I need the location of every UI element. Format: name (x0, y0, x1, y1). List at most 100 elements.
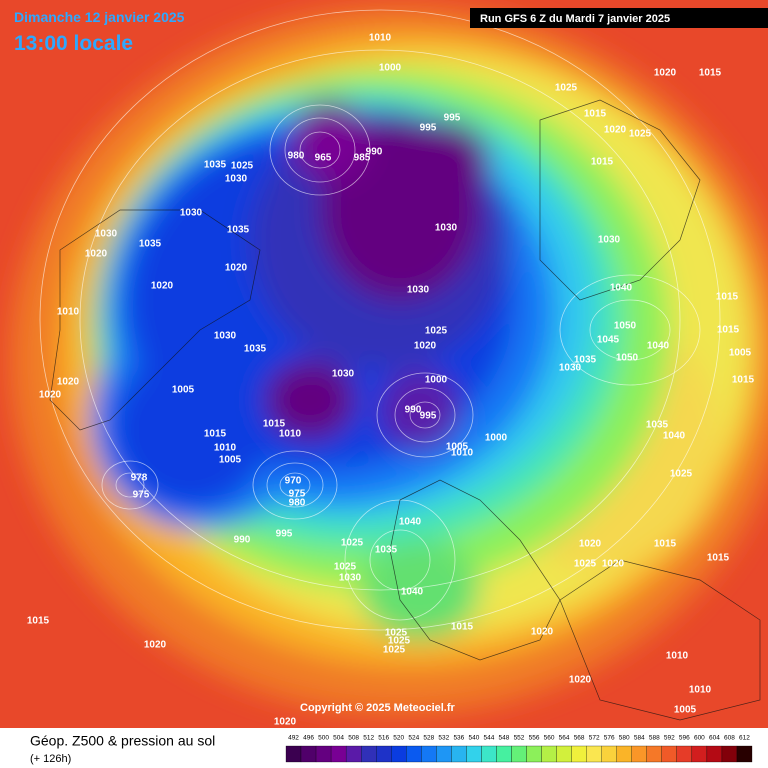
pressure-label: 1030 (339, 573, 362, 584)
run-info: Run GFS 6 Z du Mardi 7 janvier 2025 (480, 13, 670, 25)
colorbar-swatch (451, 745, 467, 763)
pressure-label: 1025 (383, 645, 406, 656)
pressure-label: 1035 (375, 545, 398, 556)
colorbar-swatch (511, 745, 527, 763)
colorbar-label: 552 (514, 735, 525, 742)
pressure-label: 1005 (674, 705, 697, 716)
colorbar-label: 608 (724, 735, 735, 742)
colorbar-label: 508 (348, 735, 359, 742)
pressure-label: 980 (288, 151, 305, 162)
pressure-label: 1040 (399, 517, 422, 528)
pressure-label: 1020 (151, 281, 174, 292)
pressure-label: 1025 (425, 326, 448, 337)
pressure-label: 1025 (341, 538, 364, 549)
colorbar-label: 600 (694, 735, 705, 742)
colorbar-label: 528 (423, 735, 434, 742)
pressure-label: 985 (354, 153, 371, 164)
pressure-label: 1030 (598, 235, 621, 246)
pressure-label: 990 (366, 147, 383, 158)
colorbar-label: 492 (288, 735, 299, 742)
pressure-label: 1045 (597, 335, 620, 346)
colorbar-label: 548 (499, 735, 510, 742)
pressure-label: 1025 (385, 628, 408, 639)
pressure-label: 995 (444, 113, 461, 124)
pressure-label: 1040 (647, 341, 670, 352)
pressure-label: 1040 (663, 431, 686, 442)
colorbar-label: 540 (468, 735, 479, 742)
pressure-label: 1010 (689, 685, 712, 696)
colorbar-swatch (526, 745, 542, 763)
colorbar-swatch (601, 745, 617, 763)
pressure-label: 980 (289, 498, 306, 509)
pressure-label: 1030 (332, 369, 355, 380)
pressure-label: 1030 (214, 331, 237, 342)
pressure-label: 1020 (274, 717, 297, 728)
colorbar-swatch (436, 745, 452, 763)
colorbar-label: 604 (709, 735, 720, 742)
pressure-label: 1025 (334, 562, 357, 573)
pressure-label: 1050 (616, 353, 639, 364)
pressure-label: 1035 (646, 420, 669, 431)
pressure-label: 995 (420, 123, 437, 134)
pressure-label: 1020 (39, 390, 62, 401)
pressure-label: 1005 (729, 348, 752, 359)
pressure-label: 970 (285, 476, 302, 487)
pressure-label: 995 (276, 529, 293, 540)
colorbar-label: 612 (739, 735, 750, 742)
colorbar-swatch (661, 745, 677, 763)
copyright: Copyright © 2025 Meteociel.fr (300, 702, 456, 714)
colorbar-swatch (496, 745, 512, 763)
pressure-label: 1005 (446, 442, 469, 453)
pressure-label: 1025 (574, 559, 597, 570)
colorbar-label: 588 (649, 735, 660, 742)
pressure-label: 1010 (214, 443, 237, 454)
pressure-label: 1005 (172, 385, 195, 396)
colorbar-swatch (391, 745, 407, 763)
pressure-label: 1015 (716, 292, 739, 303)
pressure-label: 1025 (388, 636, 411, 647)
pressure-label: 1020 (531, 627, 554, 638)
pressure-label: 1015 (707, 553, 730, 564)
colorbar-swatch (285, 745, 302, 763)
colorbar-label: 504 (333, 735, 344, 742)
pressure-label: 1040 (401, 587, 424, 598)
colorbar-swatch (421, 745, 437, 763)
colorbar-label: 496 (303, 735, 314, 742)
pressure-label: 1020 (602, 559, 625, 570)
footer: Géop. Z500 & pression au sol (+ 126h) 49… (30, 733, 753, 765)
colorbar-swatch (541, 745, 557, 763)
footer-lead: (+ 126h) (30, 753, 71, 765)
pressure-label: 1020 (654, 68, 677, 79)
pressure-label: 1050 (614, 321, 637, 332)
colorbar-swatch (706, 745, 723, 763)
colorbar-swatch (376, 745, 392, 763)
pressure-label: 1010 (369, 33, 392, 44)
pressure-label: 1025 (670, 469, 693, 480)
pressure-label: 1035 (204, 160, 227, 171)
colorbar-label: 596 (679, 735, 690, 742)
colorbar-label: 592 (664, 735, 675, 742)
pressure-label: 995 (420, 411, 437, 422)
colorbar-label: 532 (438, 735, 449, 742)
pressure-label: 1005 (219, 455, 242, 466)
pressure-label: 1025 (231, 161, 254, 172)
pressure-label: 1000 (485, 433, 508, 444)
pressure-label: 990 (405, 405, 422, 416)
pressure-label: 1020 (569, 675, 592, 686)
colorbar-label: 572 (589, 735, 600, 742)
isobars (39, 9, 721, 631)
pressure-label: 1030 (559, 363, 582, 374)
pressure-label: 978 (131, 473, 148, 484)
colorbar-label: 500 (318, 735, 329, 742)
pressure-label: 1040 (610, 283, 633, 294)
colorbar-label: 580 (619, 735, 630, 742)
pressure-label: 1020 (57, 377, 80, 388)
colorbar-label: 560 (544, 735, 555, 742)
pressure-label: 1020 (85, 249, 108, 260)
pressure-label: 1020 (604, 125, 627, 136)
colorbar-swatch (361, 745, 377, 763)
pressure-label: 1015 (584, 109, 607, 120)
pressure-label: 1030 (435, 223, 458, 234)
